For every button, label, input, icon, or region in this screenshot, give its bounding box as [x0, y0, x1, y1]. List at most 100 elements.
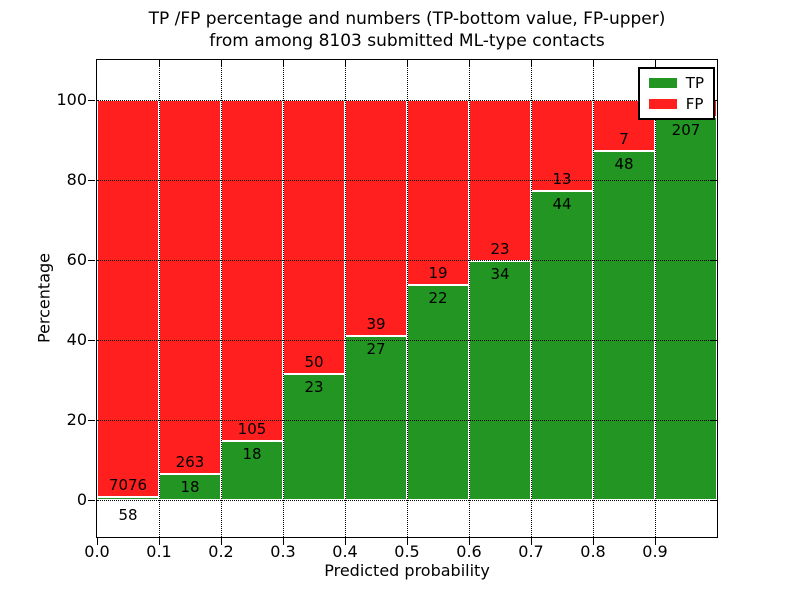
tick-mark-top: [220, 60, 222, 67]
tick-label-x: 0.5: [394, 542, 420, 561]
bar-segment-fp: [531, 100, 593, 192]
tick-label-x: 0.3: [270, 542, 296, 561]
bar-label-fp: 7: [619, 129, 629, 148]
bar-segment-tp: [655, 116, 717, 500]
bar-label-tp: 18: [242, 445, 262, 464]
chart-title-line2: from among 8103 submitted ML-type contac…: [209, 31, 605, 51]
bar-label-tp: 18: [180, 478, 200, 497]
bar-label-tp: 23: [304, 377, 324, 396]
tick-mark-x: [344, 538, 346, 545]
bar-label-tp: 27: [366, 340, 386, 359]
tick-mark-top: [344, 60, 346, 67]
chart-title-line1: TP /FP percentage and numbers (TP-bottom…: [148, 9, 666, 29]
tick-mark-y: [88, 259, 95, 261]
tick-mark-y: [88, 339, 95, 341]
tick-label-y: 60: [66, 250, 87, 269]
tick-mark-top: [592, 60, 594, 67]
gridline-vertical: [531, 60, 532, 537]
bar-label-tp: 207: [671, 120, 701, 139]
x-axis-label: Predicted probability: [324, 561, 490, 580]
tick-mark-x: [592, 538, 594, 545]
tick-mark-y-right: [710, 419, 717, 421]
tick-mark-y: [88, 419, 95, 421]
tick-mark-y-right: [710, 339, 717, 341]
tick-mark-x: [158, 538, 160, 545]
bar-segment-fp: [159, 100, 221, 475]
bar-segment-fp: [221, 100, 283, 442]
tick-mark-y-right: [710, 499, 717, 501]
bar-label-fp: 13: [552, 170, 572, 189]
bar-segment-fp: [345, 100, 407, 337]
bar-segment-tp: [407, 285, 469, 500]
tick-mark-top: [406, 60, 408, 67]
bar-segment-tp: [593, 150, 655, 500]
chart-title: TP /FP percentage and numbers (TP-bottom…: [97, 8, 717, 52]
tick-mark-x: [530, 538, 532, 545]
bar-segment-tp: [97, 496, 159, 500]
tick-label-x: 0.8: [580, 542, 606, 561]
gridline-horizontal: [97, 420, 717, 421]
legend-row: FP: [648, 95, 704, 113]
bar-segment-fp: [407, 100, 469, 286]
tick-mark-y: [88, 499, 95, 501]
tick-mark-x: [96, 538, 98, 545]
tick-mark-top: [530, 60, 532, 67]
gridline-vertical: [283, 60, 284, 537]
bar-label-fp: 105: [237, 420, 267, 439]
tick-label-x: 0.1: [146, 542, 172, 561]
gridline-vertical: [159, 60, 160, 537]
tick-mark-x: [406, 538, 408, 545]
bar-label-tp: 22: [428, 289, 448, 308]
tick-mark-y: [88, 99, 95, 101]
tick-mark-x: [654, 538, 656, 545]
bar-segment-tp: [469, 261, 531, 500]
bar-segment-tp: [283, 373, 345, 500]
gridline-horizontal: [97, 180, 717, 181]
tick-mark-y: [88, 179, 95, 181]
tick-mark-x: [282, 538, 284, 545]
tick-mark-top: [158, 60, 160, 67]
bar-segment-tp: [345, 336, 407, 500]
bar-label-tp: 48: [614, 154, 634, 173]
bar-label-tp: 34: [490, 265, 510, 284]
gridline-vertical: [345, 60, 346, 537]
tick-label-y: 80: [66, 170, 87, 189]
bar-label-fp: 19: [428, 264, 448, 283]
tick-mark-top: [468, 60, 470, 67]
tick-label-x: 0.4: [332, 542, 358, 561]
gridline-vertical: [221, 60, 222, 537]
tick-mark-top: [654, 60, 656, 67]
bar-label-fp: 23: [490, 240, 510, 259]
tick-label-x: 0.2: [208, 542, 234, 561]
bar-label-tp: 58: [118, 506, 138, 524]
bar-label-tp: 44: [552, 195, 572, 214]
bar-label-fp: 50: [304, 352, 324, 371]
legend-swatch-fp: [648, 99, 677, 109]
tick-mark-x: [220, 538, 222, 545]
gridline-vertical: [469, 60, 470, 537]
legend: TP FP: [637, 67, 715, 120]
legend-row: TP: [648, 74, 704, 92]
tick-mark-y-right: [710, 259, 717, 261]
bar-segment-fp: [283, 100, 345, 374]
tick-mark-y-right: [710, 179, 717, 181]
tick-label-y: 20: [66, 410, 87, 429]
tick-label-x: 0.9: [642, 542, 668, 561]
gridline-horizontal: [97, 500, 717, 501]
legend-label-fp: FP: [685, 95, 704, 113]
tick-label-x: 0.7: [518, 542, 544, 561]
gridline-vertical: [407, 60, 408, 537]
tick-label-y: 0: [76, 490, 87, 509]
bar-segment-tp: [531, 191, 593, 500]
bar-label-fp: 263: [175, 453, 205, 472]
tick-mark-top: [282, 60, 284, 67]
tick-label-x: 0.0: [84, 542, 110, 561]
gridline-horizontal: [97, 340, 717, 341]
legend-label-tp: TP: [685, 74, 704, 92]
tick-label-y: 40: [66, 330, 87, 349]
gridline-vertical: [593, 60, 594, 537]
bar-segment-fp: [97, 100, 159, 497]
gridline-vertical: [655, 60, 656, 537]
bar-label-fp: 39: [366, 315, 386, 334]
